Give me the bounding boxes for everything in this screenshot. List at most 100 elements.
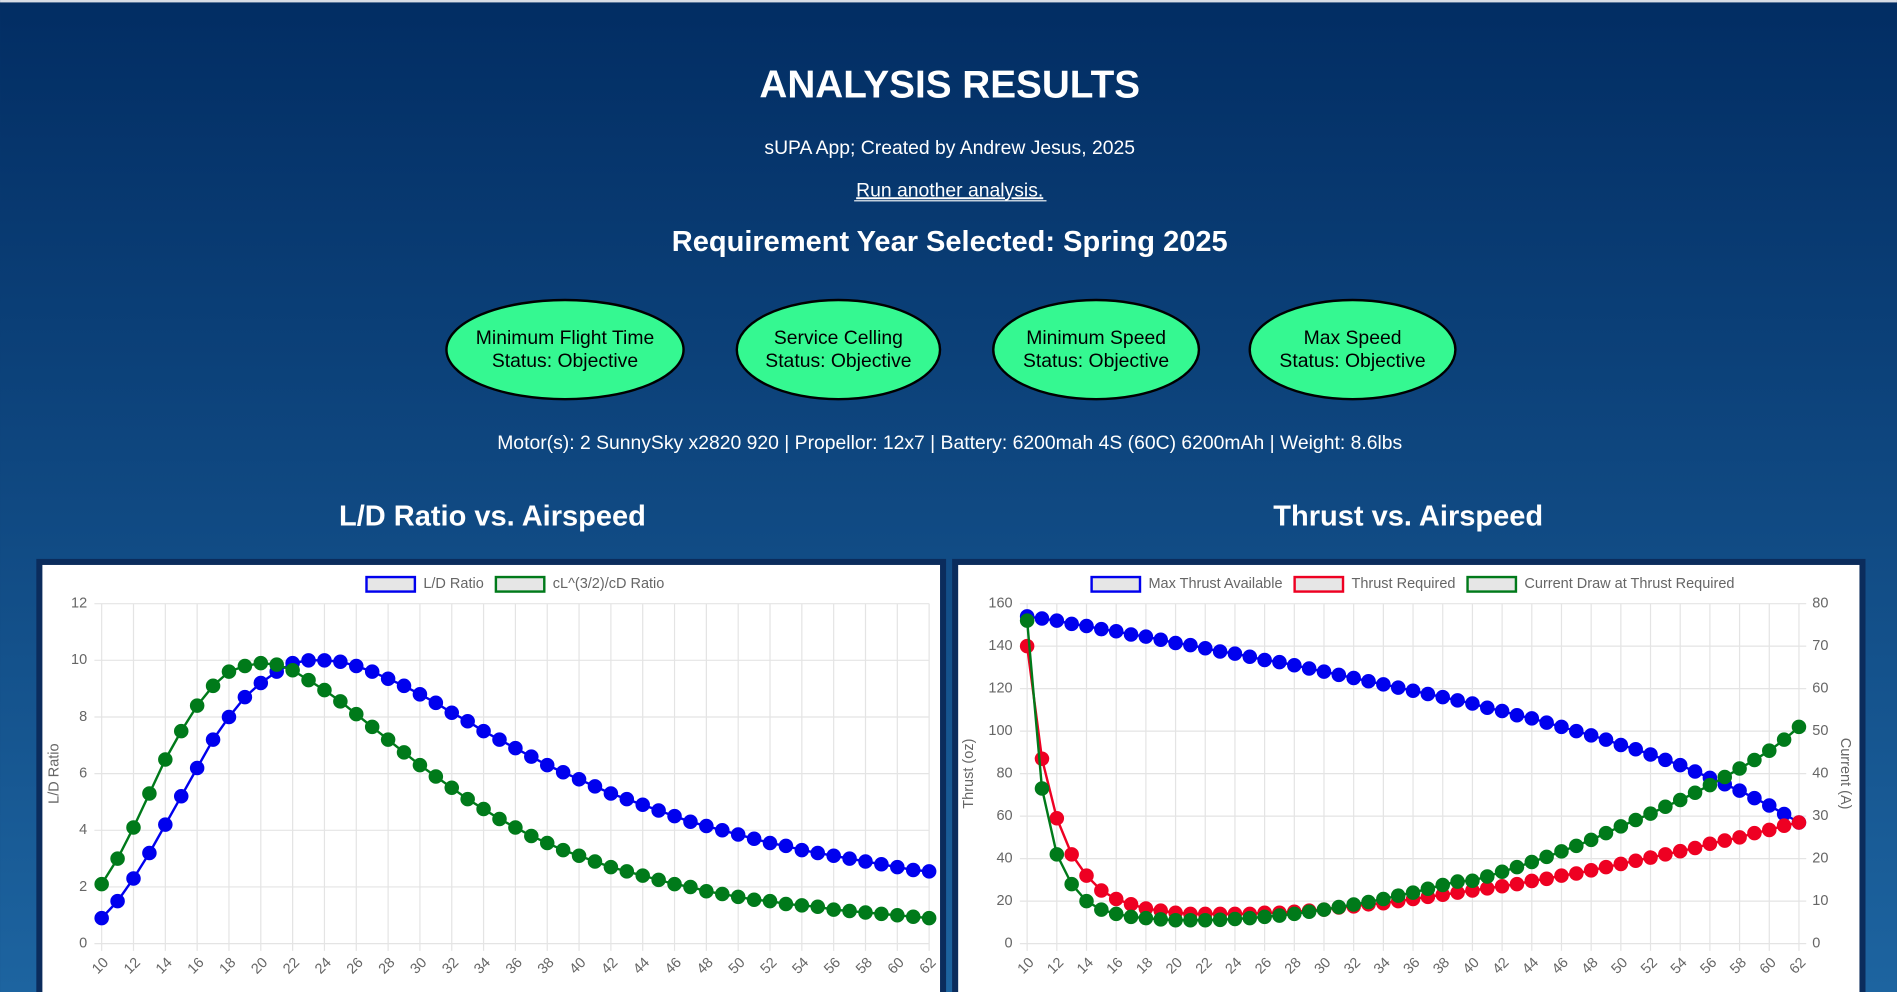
requirement-status: Status: Objective bbox=[1023, 350, 1169, 372]
run-again-link[interactable]: Run another analysis. bbox=[856, 179, 1043, 201]
data-point bbox=[237, 689, 253, 705]
data-point bbox=[1034, 611, 1050, 626]
data-point bbox=[1435, 877, 1450, 893]
data-point bbox=[1361, 894, 1376, 910]
data-point bbox=[1509, 859, 1525, 875]
data-point bbox=[1064, 847, 1079, 862]
data-point bbox=[619, 864, 635, 879]
data-point bbox=[1153, 912, 1168, 927]
data-point bbox=[1212, 644, 1228, 659]
data-point bbox=[890, 859, 905, 875]
data-point bbox=[1776, 818, 1792, 833]
requirement-year: Requirement Year Selected: Spring 2025 bbox=[672, 226, 1228, 258]
y2-tick-label: 50 bbox=[1812, 723, 1828, 739]
data-point bbox=[333, 654, 348, 670]
data-point bbox=[921, 864, 937, 879]
data-point bbox=[1123, 909, 1139, 925]
data-point bbox=[1064, 616, 1079, 632]
data-point bbox=[1524, 854, 1540, 870]
data-point bbox=[508, 740, 523, 756]
requirement-status: Status: Objective bbox=[492, 350, 638, 372]
data-point bbox=[1613, 737, 1629, 753]
data-point bbox=[1569, 723, 1584, 739]
data-point bbox=[1301, 904, 1317, 919]
data-point bbox=[1717, 833, 1733, 848]
data-point bbox=[1583, 832, 1599, 848]
data-point bbox=[364, 719, 380, 735]
y2-tick-label: 40 bbox=[1812, 765, 1828, 781]
data-point bbox=[444, 780, 460, 796]
data-point bbox=[1583, 863, 1599, 878]
data-point bbox=[1658, 752, 1673, 768]
y-tick-label: 60 bbox=[996, 808, 1012, 824]
data-point bbox=[396, 745, 412, 760]
data-point bbox=[905, 909, 921, 924]
data-point bbox=[1123, 627, 1139, 642]
data-point bbox=[1420, 686, 1436, 702]
data-point bbox=[1569, 866, 1584, 881]
data-point bbox=[1554, 719, 1569, 735]
data-point bbox=[524, 749, 539, 764]
data-point bbox=[683, 879, 698, 895]
data-point bbox=[730, 827, 746, 842]
data-point bbox=[539, 835, 555, 851]
data-point bbox=[349, 658, 364, 674]
data-point bbox=[1183, 912, 1198, 928]
data-point bbox=[1168, 912, 1183, 928]
data-point bbox=[778, 896, 794, 912]
data-point bbox=[1450, 693, 1465, 708]
data-point bbox=[1509, 876, 1525, 892]
data-point bbox=[746, 831, 762, 847]
data-point bbox=[94, 910, 109, 926]
data-point bbox=[1762, 743, 1777, 758]
data-point bbox=[619, 791, 635, 807]
data-point bbox=[317, 653, 332, 668]
data-point bbox=[1301, 661, 1317, 676]
data-point bbox=[874, 906, 889, 922]
data-point bbox=[1480, 869, 1495, 884]
requirement-badge bbox=[735, 298, 942, 401]
data-point bbox=[476, 801, 491, 817]
y2-axis-label: Current (A) bbox=[1837, 738, 1853, 810]
data-point bbox=[94, 876, 109, 892]
y2-tick-label: 20 bbox=[1812, 850, 1828, 866]
data-point bbox=[301, 653, 316, 668]
data-point bbox=[1287, 658, 1302, 673]
data-point bbox=[1108, 906, 1124, 922]
y-tick-label: 20 bbox=[996, 893, 1012, 909]
data-point bbox=[921, 910, 937, 926]
data-point bbox=[1123, 897, 1139, 912]
y-tick-label: 0 bbox=[79, 935, 87, 951]
data-point bbox=[1480, 700, 1495, 716]
data-point bbox=[1153, 632, 1168, 648]
data-point bbox=[603, 786, 619, 801]
data-point bbox=[1331, 667, 1347, 683]
data-point bbox=[205, 678, 221, 694]
data-point bbox=[1539, 871, 1554, 887]
legend-label: cL^(3/2)/cD Ratio bbox=[553, 576, 665, 592]
data-point bbox=[1435, 689, 1450, 705]
data-point bbox=[858, 854, 873, 869]
data-point bbox=[1287, 906, 1302, 922]
data-point bbox=[1405, 683, 1421, 699]
data-point bbox=[1316, 664, 1332, 679]
data-point bbox=[1494, 878, 1510, 894]
data-point bbox=[1613, 856, 1629, 872]
requirement-badge bbox=[445, 298, 685, 401]
data-point bbox=[1405, 885, 1421, 900]
data-point bbox=[778, 838, 794, 854]
data-point bbox=[237, 658, 253, 674]
legend-swatch bbox=[1090, 575, 1142, 593]
data-point bbox=[221, 664, 237, 679]
legend-swatch bbox=[494, 575, 546, 593]
data-point bbox=[746, 892, 762, 907]
data-point bbox=[1598, 732, 1614, 747]
chart-title: L/D Ratio vs. Airspeed bbox=[339, 500, 646, 532]
data-point bbox=[1539, 715, 1554, 730]
data-point bbox=[1628, 741, 1643, 757]
data-point bbox=[1687, 840, 1703, 856]
data-point bbox=[1747, 825, 1762, 841]
data-point bbox=[1227, 646, 1243, 661]
chart-panel bbox=[42, 564, 941, 992]
data-point bbox=[1094, 883, 1109, 898]
